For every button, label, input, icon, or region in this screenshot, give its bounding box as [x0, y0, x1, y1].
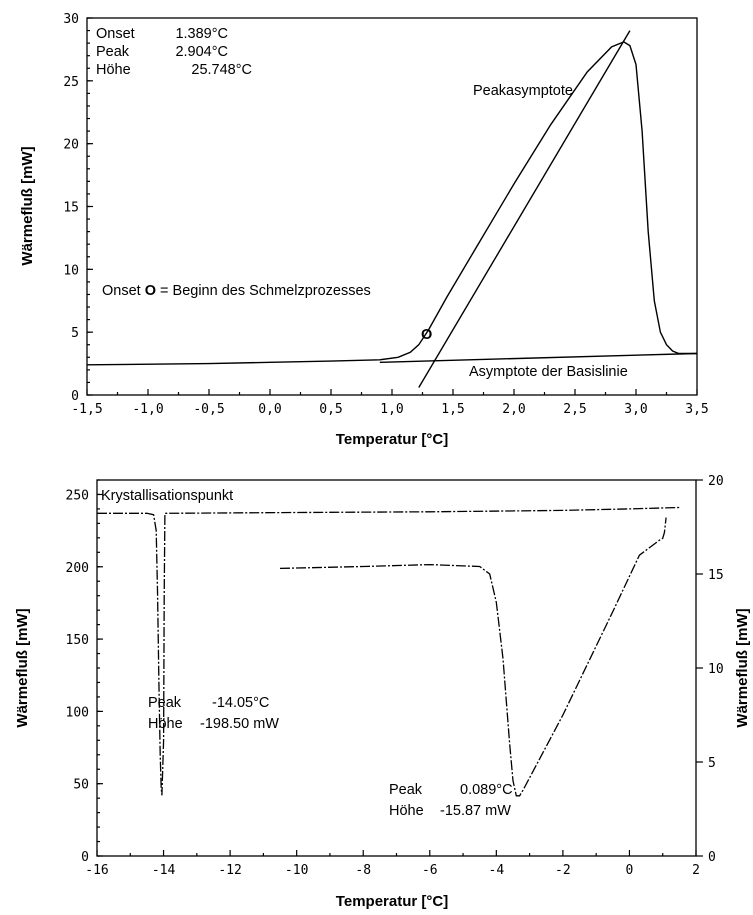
bottom-peak2-annotation: Peak 0.089°C Höhe -15.87 mW [389, 782, 513, 819]
top-y-tick-label: 30 [63, 12, 79, 27]
bottom-y-tick-label: 0 [81, 850, 89, 865]
top-x-tick-label: 3,0 [624, 402, 647, 417]
bottom-x-tick-label: 0 [626, 863, 634, 878]
hoehe2-label: Höhe [389, 803, 424, 819]
top-series [86, 30, 698, 388]
top-x-tick-label: 3,5 [685, 402, 708, 417]
top-series-1 [86, 41, 697, 366]
peakasymptote-label: Peakasymptote [473, 83, 573, 99]
bottom-y-right-tick-label: 15 [708, 568, 724, 583]
bottom-x-axis-title: Temperatur [°C] [336, 893, 448, 910]
top-x-axis-title: Temperatur [°C] [336, 431, 448, 448]
bottom-ticks: -16 -14 -12 -10 -8 -6 -4 -2 0 2050100150200250051… [66, 474, 724, 878]
onset-description: Onset O = Beginn des Schmelzprozesses [102, 283, 371, 299]
bottom-series [97, 506, 680, 797]
onset-description-suffix: = Beginn des Schmelzprozesses [156, 283, 371, 299]
bottom-x-tick-label: 2 [692, 863, 700, 878]
top-x-tick-label: -1,0 [132, 402, 163, 417]
bottom-plot-frame [96, 479, 697, 857]
peak1-value: -14.05°C [212, 695, 269, 711]
top-onset-label: Onset [96, 26, 135, 42]
bottom-peak1-annotation: Peak -14.05°C Höhe -198.50 mW [148, 695, 279, 732]
top-hoehe-value: 25.748°C [191, 62, 252, 78]
onset-marker: O [421, 327, 432, 343]
bottom-y-tick-label: 200 [66, 561, 89, 576]
bottom-chart: -16 -14 -12 -10 -8 -6 -4 -2 0 2050100150200250051… [14, 474, 751, 910]
top-hoehe-label: Höhe [96, 62, 131, 78]
bottom-y-tick-label: 150 [66, 633, 89, 648]
bottom-x-tick-label: -10 [285, 863, 308, 878]
top-y-tick-label: 5 [71, 326, 79, 341]
hoehe1-value: -198.50 mW [200, 716, 279, 732]
bottom-y-axis-title: Wärmefluß [mW] [14, 608, 31, 727]
onset-description-letter: O [145, 283, 156, 299]
top-y-tick-label: 10 [63, 263, 79, 278]
top-y-tick-label: 0 [71, 389, 79, 404]
top-series-3 [418, 30, 631, 388]
onset-description-prefix: Onset [102, 283, 145, 299]
bottom-x-tick-label: -8 [355, 863, 371, 878]
peak2-label: Peak [389, 782, 423, 798]
bottom-y-right-tick-label: 0 [708, 850, 716, 865]
top-series-2 [379, 352, 698, 363]
top-x-tick-label: 2,5 [563, 402, 586, 417]
peak2-value: 0.089°C [460, 782, 513, 798]
bottom-x-tick-label: -14 [152, 863, 176, 878]
bottom-y-tick-label: 250 [66, 488, 89, 503]
bottom-y-right-tick-label: 5 [708, 756, 716, 771]
bottom-y-tick-label: 50 [73, 778, 89, 793]
bottom-series-2 [279, 517, 667, 797]
bottom-x-tick-label: -6 [422, 863, 438, 878]
bottom-series-1 [97, 506, 680, 796]
top-x-tick-label: -1,5 [71, 402, 102, 417]
bottom-x-tick-label: -4 [489, 863, 505, 878]
baseline-asymptote-label: Asymptote der Basislinie [469, 364, 628, 380]
top-y-axis-title: Wärmefluß [mW] [19, 146, 36, 265]
bottom-x-tick-label: -16 [85, 863, 108, 878]
bottom-y-axis-right-title: Wärmefluß [mW] [734, 608, 751, 727]
hoehe2-value: -15.87 mW [440, 803, 511, 819]
top-x-tick-label: 0,0 [258, 402, 281, 417]
top-x-tick-label: -0,5 [193, 402, 224, 417]
top-x-tick-label: 0,5 [319, 402, 342, 417]
bottom-x-tick-label: -2 [555, 863, 571, 878]
top-ticks: -1,5 -1,0 -0,5 0,0 0,5 1,0 1,5 2,0 2,5 3,0 3,5 0 5 10… [63, 12, 708, 417]
top-onset-value: 1.389°C [175, 26, 228, 42]
top-y-tick-label: 20 [63, 138, 79, 153]
top-x-tick-label: 2,0 [502, 402, 525, 417]
top-plot-frame [86, 17, 698, 396]
peak1-label: Peak [148, 695, 182, 711]
hoehe1-label: Höhe [148, 716, 183, 732]
bottom-y-tick-label: 100 [66, 705, 89, 720]
top-peak-value: 2.904°C [175, 44, 228, 60]
krystallisationspunkt-label: Krystallisationspunkt [101, 488, 233, 504]
top-chart: -1,5 -1,0 -0,5 0,0 0,5 1,0 1,5 2,0 2,5 3,0 3,5 0 5 10… [19, 12, 709, 448]
top-y-tick-label: 15 [63, 201, 79, 216]
top-x-tick-label: 1,0 [380, 402, 403, 417]
bottom-y-right-tick-label: 10 [708, 662, 724, 677]
bottom-x-tick-label: -12 [218, 863, 241, 878]
top-peak-label: Peak [96, 44, 130, 60]
top-y-tick-label: 25 [63, 75, 79, 90]
top-stats-annotation: Onset 1.389°C Peak 2.904°C Höhe 25.748°C [96, 26, 252, 78]
top-x-tick-label: 1,5 [441, 402, 464, 417]
bottom-y-right-tick-label: 20 [708, 474, 724, 489]
